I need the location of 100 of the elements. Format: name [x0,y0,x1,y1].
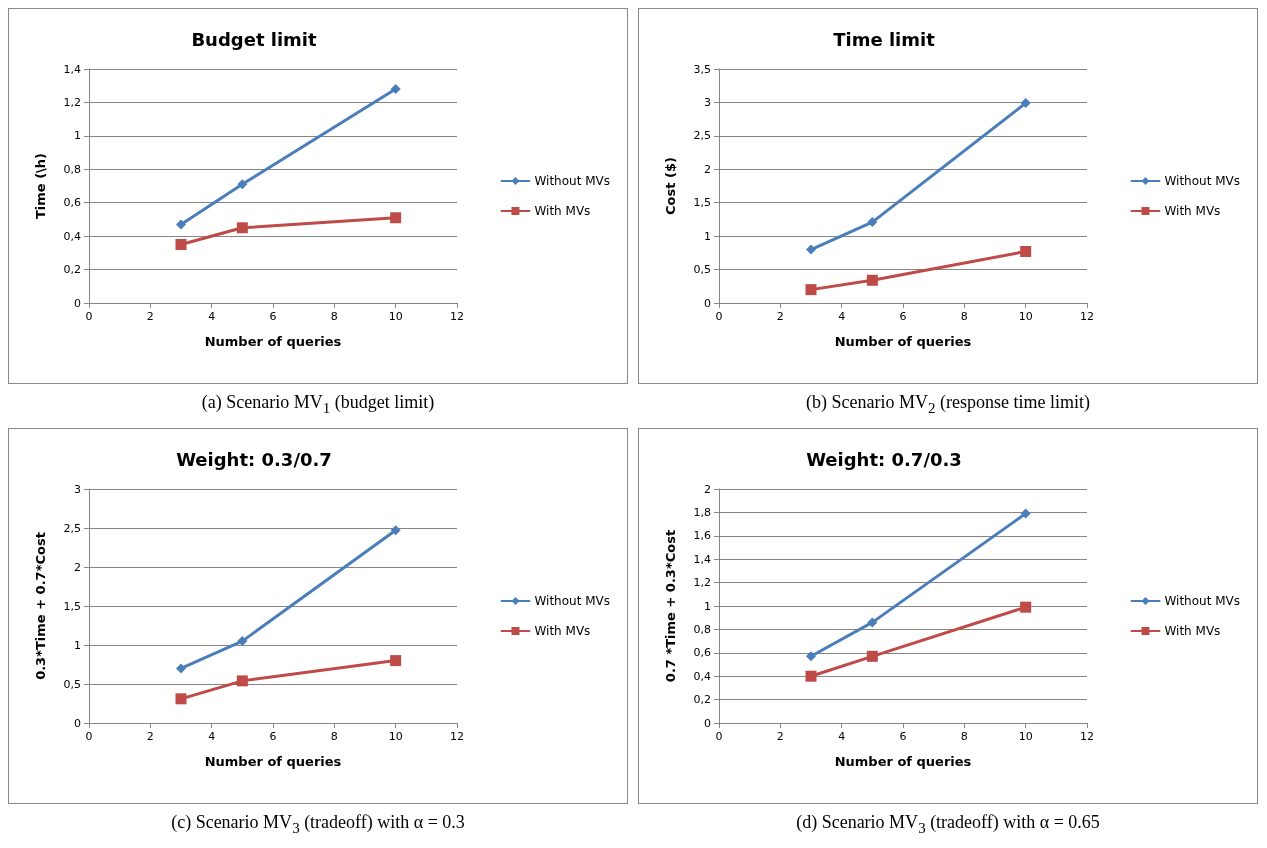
y-axis-title: Cost ($) [663,157,678,215]
x-tick-label: 0 [715,310,723,323]
y-tick-label: 0,2 [693,693,711,707]
x-tick-label: 4 [838,310,846,323]
legend-label: Without MVs [534,594,610,608]
text: (b) Scenario MV$_{2}$ (response time limit) [805,391,1091,418]
legend-label: Without MVs [1164,594,1240,608]
point [805,670,817,682]
x-tick-label: 6 [899,310,907,323]
point [390,525,401,536]
x-tick-label: 2 [776,310,784,323]
y-tick-label: 1,2 [63,95,81,109]
y-axis-title: 0.7 *Time + 0.3*Cost [663,529,678,683]
x-tick-label: 10 [388,730,403,743]
legend-label: With MVs [1164,624,1221,638]
x-tick-label: 0 [85,310,93,323]
legend-label: With MVs [1164,204,1221,218]
point [390,655,402,667]
y-tick-label: 1,5 [693,196,711,210]
y-tick-label: 1,4 [63,62,81,76]
legend-label: Without MVs [534,174,610,188]
y-tick-label: 1,5 [63,599,81,613]
point [1020,601,1032,613]
x-tick-label: 8 [330,310,338,323]
point [175,239,187,250]
text: (d) Scenario MV$_{3}$ (tradeoff) with α = 0.65 [795,811,1101,838]
x-tick-label: 12 [1080,310,1094,323]
point [176,219,186,230]
legend-label: With MVs [534,624,591,638]
point [805,284,817,296]
y-tick-label: 3 [74,482,81,496]
point [867,617,878,628]
y-tick-label: 1 [74,638,81,652]
y-tick-label: 0,6 [63,196,81,210]
x-axis-title: Number of queries [834,334,972,349]
y-tick-label: 0,4 [63,229,81,243]
y-tick-label: 0 [74,296,81,310]
y-tick-label: 0,2 [63,263,81,277]
y-tick-label: 0 [74,716,81,730]
y-tick-label: 1 [704,229,711,243]
legend-label: Without MVs [1164,174,1240,188]
chart-title: Time limit [833,28,936,50]
x-tick-label: 12 [450,310,464,323]
x-tick-label: 2 [776,730,784,743]
point [237,636,248,647]
y-tick-label: 0 [704,716,711,730]
y-tick-label: 1,8 [693,505,711,519]
y-tick-label: 0,6 [693,646,711,660]
x-tick-label: 6 [899,730,907,743]
x-tick-label: 8 [960,730,968,743]
y-tick-label: 1,4 [693,552,711,566]
y-tick-label: 2,5 [63,521,81,535]
text: (c) Scenario MV$_{3}$ (tradeoff) with α = 0.3 [170,811,466,838]
point [806,651,816,662]
x-tick-label: 2 [146,310,154,323]
point [1020,98,1031,109]
x-axis-title: Number of queries [204,334,342,349]
y-tick-label: 3 [704,95,711,109]
y-tick-label: 0,4 [693,669,711,683]
x-tick-label: 2 [146,730,154,743]
y-tick-label: 1 [74,129,81,143]
x-tick-label: 8 [330,730,338,743]
point [390,84,401,95]
y-tick-label: 0,8 [693,622,711,636]
x-tick-label: 10 [1018,730,1033,743]
x-tick-label: 10 [1018,310,1033,323]
x-tick-label: 0 [85,730,93,743]
point [866,650,878,662]
y-tick-label: 2 [74,560,81,574]
y-tick-label: 2 [704,482,711,496]
x-tick-label: 12 [450,730,464,743]
chart-title: Weight: 0.7/0.3 [806,448,962,470]
x-tick-label: 10 [388,310,403,323]
point [867,217,878,228]
point [236,222,248,234]
y-tick-label: 2,5 [693,129,711,143]
x-tick-label: 0 [715,730,723,743]
x-tick-label: 12 [1080,730,1094,743]
y-tick-label: 1 [704,599,711,613]
point [237,179,248,190]
point [236,675,248,687]
y-tick-label: 0,8 [63,162,81,176]
x-tick-label: 6 [269,310,277,323]
y-axis-title: 0.3*Time + 0.7*Cost [33,532,48,680]
y-tick-label: 3,5 [693,62,711,76]
legend-label: With MVs [534,204,591,218]
point [390,212,402,224]
point [176,663,186,674]
y-tick-label: 2 [704,162,711,176]
y-tick-label: 1,6 [693,529,711,543]
y-tick-label: 0,5 [63,677,81,691]
chart-title: Weight: 0.3/0.7 [176,448,332,470]
x-tick-label: 8 [960,310,968,323]
chart-title: Budget limit [191,28,318,50]
y-axis-title: Time (\h) [33,152,48,220]
point [1020,508,1031,519]
x-tick-label: 4 [838,730,846,743]
x-tick-label: 4 [208,730,216,743]
y-tick-label: 0,5 [693,263,711,277]
point [175,693,187,705]
